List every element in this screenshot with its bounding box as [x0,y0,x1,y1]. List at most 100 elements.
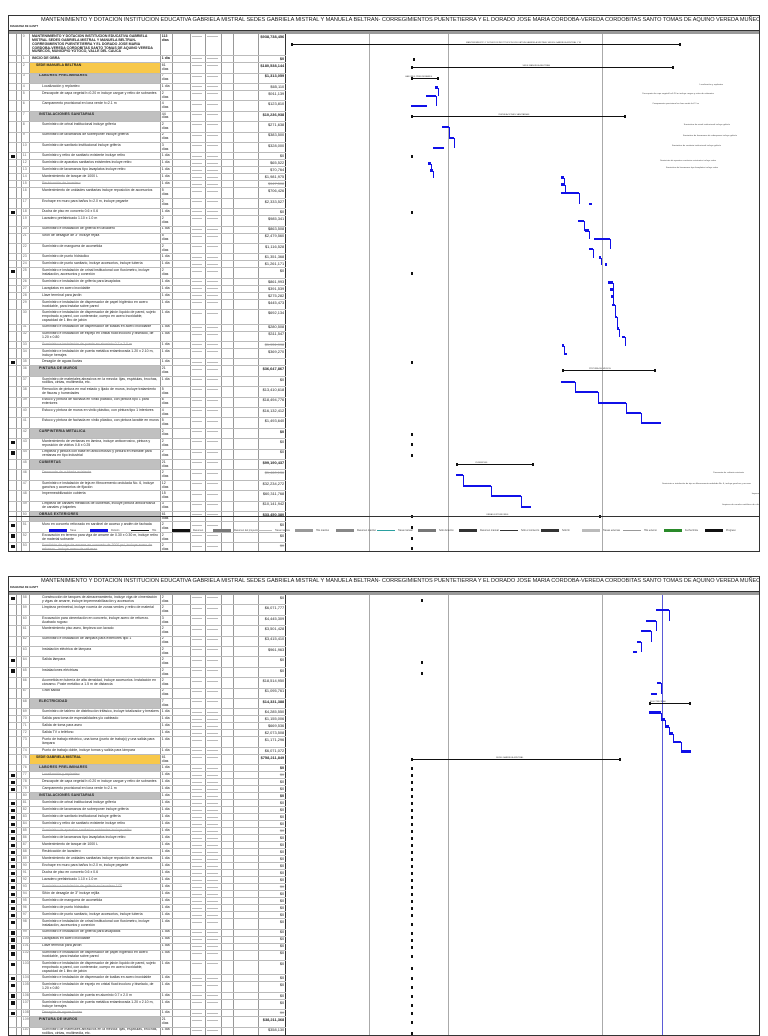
gantt-task-bar[interactable] [598,401,626,405]
task-name[interactable]: Mantenimiento de ventanas en lámina, inc… [30,439,161,449]
gantt-milestone[interactable] [411,211,414,214]
task-name[interactable]: INSTALACIONES SANITARIAS [30,111,161,122]
task-row[interactable]: 30 Suministro e instalación de dispensado… [9,310,286,325]
task-name[interactable]: Campamento provisional en lona verde h=2… [30,101,161,111]
gantt-task-bar[interactable] [435,86,438,89]
task-row[interactable]: 78 Descapote de capa vegetal h=0.20 m inc… [9,779,286,787]
gantt-task-bar[interactable] [610,288,613,291]
gantt-milestone[interactable] [411,977,414,980]
task-row[interactable]: 100 Lavaplatos en acero inoxidable 1 día $0 [9,936,286,944]
task-name[interactable]: Suministro e instalación de puerta en al… [30,992,161,999]
task-name[interactable]: Suministro e instalación de dispensador … [30,324,161,331]
task-name[interactable]: Suministro e instalación de grifería par… [30,278,161,285]
task-row[interactable]: 23 Suministro de punto hidráulico 1 día $1,… [9,254,286,262]
gantt-task-bar[interactable] [615,315,617,319]
task-row[interactable]: 107 Suministro e instalación de puerta me… [9,999,286,1011]
task-row[interactable]: 32 Suministro e instalación de espejo en … [9,331,286,342]
task-name[interactable]: Suministro e instalación de grifería par… [30,929,161,936]
task-row[interactable]: 11 Suministro y retiro de sanitario exist… [9,153,286,161]
gantt-task-bar[interactable] [673,740,681,744]
task-row[interactable]: 95 Suministro de manguera de acometida 1 d… [9,898,286,906]
gantt-task-bar[interactable] [428,162,431,165]
task-name[interactable]: Mantenimiento de tanque de 1000 L [30,174,161,181]
task-row[interactable]: 0 MANTENIMIENTO Y DOTACION INSTITUCION ED… [9,34,286,57]
gantt-task-bar[interactable] [665,725,669,728]
task-name[interactable]: Mantenimiento de unidades sanitarias inc… [30,856,161,863]
task-name[interactable]: Suministro de punto sanitario, incluye a… [30,261,161,268]
task-name[interactable]: PINTURA DE MUROS [30,1017,161,1027]
task-row[interactable]: 80 INSTALACIONES SANITARIAS 1 día $0 [9,793,286,801]
task-name[interactable]: Ducha de piso en concreto 0.6 x 0.6 [30,209,161,216]
task-row[interactable]: 12 Suministro de aparatos sanitarios exis… [9,160,286,168]
task-row[interactable]: 59 Limpieza perimetral, incluye rocería d… [9,605,286,616]
gantt-summary-bar[interactable] [411,77,439,80]
task-row[interactable]: 76 LABORES PRELIMINARES 1 día $0 [9,765,286,773]
task-name[interactable]: Suministro e instalación de puerta en al… [30,341,161,348]
gantt-milestone[interactable] [411,453,414,457]
task-name[interactable]: Sifón de desagüe de 3" incluye rejilla [30,891,161,898]
task-name[interactable]: Lavaplatos en acero inoxidable [30,285,161,292]
task-name[interactable]: SEDE GABRIELA MISTRAL [30,754,161,765]
task-row[interactable]: 91 Ducha de piso en concreto 0.6 x 0.6 1 d… [9,870,286,878]
task-name[interactable]: Suministro de lavamanos de sobreponer in… [30,132,161,142]
gantt-summary-bar[interactable] [562,369,656,372]
task-row[interactable]: 51 Muro en concreto reforzado en sardinel… [9,522,286,533]
task-name[interactable]: Reubicación de lavadero [30,849,161,856]
gantt-milestone[interactable] [411,809,414,812]
gantt-milestone[interactable] [411,851,414,854]
task-row[interactable]: 27 Lavaplatos en acero inoxidable 1 día $39… [9,285,286,293]
task-name[interactable]: Salida TV o teléfono [30,730,161,737]
task-row[interactable]: 93 Suministro e instalación de grifería e… [9,884,286,892]
task-row[interactable]: 52 Excavación en terreno para viga de ama… [9,532,286,544]
task-name[interactable]: Suministro de lavamanos tipo lavaplatos … [30,167,161,174]
task-row[interactable]: 42 CARPINTERIA METALICA 2 días $0 [9,428,286,440]
task-row[interactable]: 26 Suministro e instalación de grifería p… [9,278,286,286]
task-row[interactable]: 71 Salida de toma para aseo 1 día $669,536 [9,723,286,731]
task-row[interactable]: 97 Suministro de punto sanitario, incluye… [9,912,286,920]
gantt-summary-bar[interactable] [411,758,621,761]
task-name[interactable]: Fundición de viga de amarre en concreto … [30,543,161,551]
task-name[interactable]: INICIO DE OBRA [30,56,161,63]
task-name[interactable]: Suministro de sanitario institucional in… [30,814,161,821]
gantt-milestone[interactable] [411,946,414,949]
task-name[interactable]: Suministro e instalación de teja en fibr… [30,480,161,491]
task-row[interactable]: 108 Desagüe de aguas lluvias 1 día $0 [9,1010,286,1018]
gantt-task-bar[interactable] [564,352,567,356]
gantt-task-bar[interactable] [575,390,598,394]
task-name[interactable]: Suministro de punto hidráulico [30,254,161,261]
gantt-task-bar[interactable] [649,711,661,714]
gantt-task-bar[interactable] [617,327,619,330]
task-row[interactable]: 8 Suministro de orinal institucional incl… [9,122,286,133]
gantt-milestone[interactable] [411,774,414,777]
gantt-task-bar[interactable] [561,183,565,186]
gantt-task-bar[interactable] [411,104,427,108]
task-row[interactable]: 63 Instalación eléctrica de lámpara 2 días… [9,647,286,658]
task-row[interactable]: 102 Suministro e instalación de dispensad… [9,950,286,962]
gantt-task-bar[interactable] [426,94,436,98]
gantt-milestone[interactable] [411,954,414,958]
task-row[interactable]: 82 Suministro de lavamanos de sobreponer … [9,807,286,815]
task-row[interactable]: 85 Suministro de aparatos sanitarios exis… [9,828,286,836]
task-row[interactable]: 73 Punto de trabajo eléctrico, una toma (… [9,737,286,748]
task-name[interactable]: Suministro y retiro de sanitario existen… [30,153,161,160]
gantt-task-bar[interactable] [463,484,491,488]
task-name[interactable]: Localización y replanteo [30,772,161,779]
task-name[interactable]: Suministro e instalación de espejo en cr… [30,982,161,992]
task-row[interactable]: 99 Suministro e instalación de grifería p… [9,929,286,937]
gantt-milestone[interactable] [411,816,414,819]
task-row[interactable]: 89 Mantenimiento de unidades sanitarias i… [9,856,286,864]
task-row[interactable]: 38 Remoción de pintura en mal estado y li… [9,387,286,398]
task-name[interactable]: Estuco y pintura de muros en vinilo plás… [30,407,161,418]
task-row[interactable]: 70 Salida para toma de especialidades y/o… [9,716,286,724]
task-row[interactable]: 31 Suministro e instalación de dispensado… [9,324,286,332]
gantt-summary-bar[interactable] [649,702,691,705]
gantt-milestone[interactable] [411,900,414,903]
gantt-task-bar[interactable] [449,136,454,140]
task-row[interactable]: 60 Excavación para cimentación en concret… [9,615,286,627]
task-name[interactable]: Suministro de materiales abrasivos en la… [30,1027,161,1035]
task-name[interactable]: Lavadero prefabricado 1.10 x 1.0 m [30,877,161,884]
gantt-task-bar[interactable] [599,256,601,259]
task-row[interactable]: 106 Suministro e instalación de puerta en… [9,992,286,1000]
task-name[interactable]: Suministro de aparatos sanitarios existe… [30,828,161,835]
